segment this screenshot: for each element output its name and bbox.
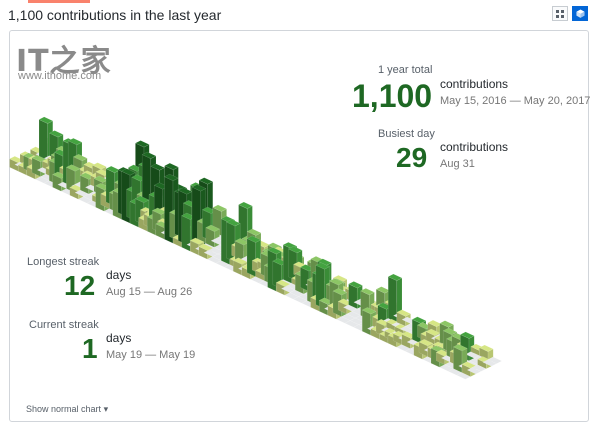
current-streak-label: Current streak xyxy=(29,319,99,331)
contribution-bar-top xyxy=(246,235,262,243)
show-normal-chart-label: Show normal chart xyxy=(26,404,102,414)
current-streak-unit: days xyxy=(106,331,132,345)
contribution-bar-top xyxy=(387,273,403,281)
contribution-bar-top xyxy=(329,278,344,286)
contribution-bar-top xyxy=(191,184,207,192)
contribution-bar-top xyxy=(396,309,412,317)
contribution-bar-top xyxy=(439,320,455,328)
contribution-bar-top xyxy=(461,361,477,369)
contribution-bar-top xyxy=(31,154,47,163)
isometric-view-button[interactable] xyxy=(572,6,588,21)
contributions-title: 1,100 contributions in the last year xyxy=(8,7,222,23)
contribution-bar-top xyxy=(375,286,391,294)
contribution-bar-top xyxy=(315,262,331,270)
contribution-bar-top xyxy=(198,177,214,185)
current-streak-value: 1 xyxy=(82,333,98,364)
contribution-bar-top xyxy=(134,140,150,148)
contribution-bar-top xyxy=(246,228,262,236)
contribution-bar-top xyxy=(189,237,205,245)
busiest-day-date: Aug 31 xyxy=(440,158,475,170)
grid-view-button[interactable] xyxy=(552,6,568,21)
longest-streak-label: Longest streak xyxy=(27,256,100,268)
contribution-bar-top xyxy=(238,201,253,209)
year-total-label: 1 year total xyxy=(378,64,433,76)
contribution-bar-top xyxy=(198,243,214,251)
busiest-day-label: Busiest day xyxy=(378,128,435,140)
longest-streak-value: 12 xyxy=(64,270,96,301)
contribution-bar-top xyxy=(72,153,88,162)
year-total-range: May 15, 2016 — May 20, 2017 xyxy=(440,95,591,107)
chart-view-toggle xyxy=(552,6,588,22)
year-total-unit: contributions xyxy=(440,77,509,91)
contribution-bar-top xyxy=(93,175,109,183)
busiest-day-value: 29 xyxy=(396,142,428,173)
empty-day-tile xyxy=(487,356,503,364)
contribution-bar-top xyxy=(360,288,375,296)
contribution-bar-top xyxy=(225,219,241,227)
longest-streak-unit: days xyxy=(106,268,132,282)
contribution-bar-top xyxy=(150,163,166,171)
contribution-bar-top xyxy=(459,331,475,339)
year-total-value: 1,100 xyxy=(352,78,433,114)
busiest-day-unit: contributions xyxy=(440,140,509,154)
contribution-bar-top xyxy=(287,246,303,254)
top-accent-bar xyxy=(28,0,90,3)
ithome-logo: IT之家 xyxy=(16,44,112,79)
contribution-bar-top xyxy=(427,319,443,327)
contribution-bar-top xyxy=(332,288,348,296)
header: 1,100 contributions in the last year xyxy=(0,0,600,30)
show-normal-chart-link[interactable]: Show normal chart ▾ xyxy=(26,404,108,415)
contribution-bar-side xyxy=(453,346,463,373)
contribution-bar-top xyxy=(205,224,221,232)
contribution-bar-top xyxy=(134,195,150,203)
current-streak-range: May 19 — May 19 xyxy=(106,349,196,361)
contribution-bar-side xyxy=(348,283,358,310)
contribution-bar-top xyxy=(234,238,250,246)
contribution-bar-side xyxy=(362,309,371,336)
watermark-url: www.ithome.com xyxy=(18,70,102,82)
chevron-down-icon: ▾ xyxy=(103,404,109,414)
contribution-bar-top xyxy=(442,327,458,335)
contribution-bar-top xyxy=(105,165,121,173)
contribution-bar-top xyxy=(48,130,64,138)
contribution-bar-top xyxy=(177,187,193,195)
contribution-bar-top xyxy=(425,328,441,336)
contribution-bar-top xyxy=(141,151,157,159)
watermark: IT之家 www.ithome.com xyxy=(16,36,112,82)
contribution-bar-top xyxy=(151,207,167,215)
contribution-bar-top xyxy=(212,204,228,212)
contribution-bar-top xyxy=(65,164,81,172)
grid-icon xyxy=(556,9,564,18)
contribution-bar-top xyxy=(38,116,54,124)
contribution-bar-top xyxy=(452,344,468,352)
contribution-bar-top xyxy=(120,168,136,176)
contribution-bar-top xyxy=(267,247,282,255)
contribution-bar-top xyxy=(232,257,248,265)
contribution-bar-top xyxy=(418,339,434,347)
contribution-bar-top xyxy=(163,173,179,181)
cube-icon xyxy=(575,9,585,18)
contribution-bar-top xyxy=(361,307,377,315)
contribution-bar-top xyxy=(67,137,83,146)
contribution-bar-top xyxy=(348,281,363,289)
contribution-bar-top xyxy=(478,344,494,352)
contribution-bar-top xyxy=(164,162,179,170)
contribution-bar-top xyxy=(275,279,291,287)
contribution-bar-side xyxy=(181,215,191,252)
longest-streak-range: Aug 15 — Aug 26 xyxy=(106,286,193,298)
